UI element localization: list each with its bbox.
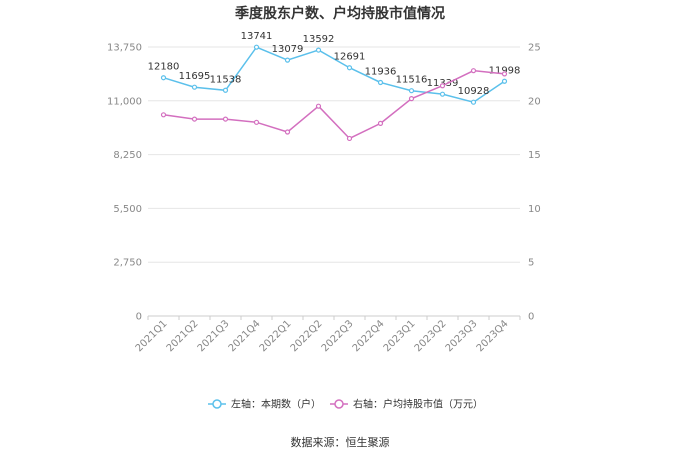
- chart-title: 季度股东户数、户均持股市值情况: [234, 5, 445, 22]
- data-point: [284, 57, 291, 63]
- data-point: [191, 116, 198, 122]
- data-point: [222, 116, 229, 122]
- right-tick-label: 5: [528, 258, 534, 269]
- data-point: [284, 129, 291, 135]
- x-tick-label: 2023Q3: [444, 318, 480, 354]
- data-point: [222, 87, 229, 93]
- data-label: 12691: [334, 52, 366, 63]
- right-tick-label: 25: [528, 43, 541, 54]
- x-tick-label: 2023Q4: [475, 318, 511, 354]
- data-label: 11516: [396, 75, 428, 86]
- data-point: [408, 96, 415, 102]
- right-tick-label: 0: [528, 312, 534, 323]
- x-tick-label: 2023Q2: [413, 318, 449, 354]
- data-point: [470, 68, 477, 74]
- legend-label: 右轴：户均持股市值（万元）: [353, 398, 483, 411]
- data-point: [470, 99, 477, 105]
- right-tick-label: 10: [528, 204, 541, 215]
- data-label: 11936: [365, 66, 397, 77]
- data-point: [315, 47, 322, 53]
- series-line: [163, 69, 505, 140]
- data-point: [346, 135, 353, 142]
- legend-marker: [212, 399, 222, 409]
- data-label: 10928: [458, 86, 490, 97]
- data-label: 11695: [179, 71, 211, 82]
- x-tick-label: 2023Q1: [382, 318, 418, 354]
- data-point: [377, 120, 384, 126]
- series-right: [160, 68, 508, 142]
- series-line: [163, 46, 505, 104]
- x-tick-label: 2021Q3: [196, 318, 232, 354]
- legend: 左轴：本期数（户） 右轴：户均持股市值（万元）: [208, 398, 483, 411]
- data-point: [160, 75, 167, 81]
- x-tick-label: 2022Q3: [320, 318, 356, 354]
- data-label: 11538: [210, 74, 242, 85]
- legend-label: 左轴：本期数（户）: [231, 398, 321, 411]
- source-text: 数据来源：恒生聚源: [291, 435, 390, 449]
- left-tick-label: 0: [136, 312, 142, 323]
- data-label: 13079: [272, 44, 304, 55]
- data-point: [501, 78, 508, 84]
- left-tick-label: 8,250: [113, 150, 142, 161]
- x-tick-label: 2022Q1: [258, 318, 294, 354]
- data-point: [315, 103, 322, 109]
- left-tick-label: 11,000: [107, 96, 142, 107]
- left-tick-label: 13,750: [107, 43, 142, 54]
- data-point: [501, 71, 508, 77]
- data-point: [253, 119, 260, 125]
- x-axis: 2021Q12021Q22021Q32021Q42022Q12022Q22022…: [134, 316, 521, 354]
- x-tick-label: 2022Q4: [351, 318, 387, 354]
- data-point: [253, 44, 260, 50]
- left-tick-label: 5,500: [113, 204, 142, 215]
- left-axis: 0 2,750 5,500 8,250 11,000 13,750: [107, 43, 142, 323]
- x-tick-label: 2021Q2: [165, 318, 201, 354]
- right-tick-label: 20: [528, 96, 541, 107]
- data-label: 12180: [148, 62, 180, 73]
- data-label: 11998: [489, 65, 521, 76]
- right-axis: 0 5 10 15 20 25: [528, 43, 541, 323]
- data-point: [439, 91, 446, 97]
- x-tick-label: 2021Q4: [227, 318, 263, 354]
- data-label: 13741: [241, 31, 273, 42]
- x-tick-label: 2022Q2: [289, 318, 325, 354]
- data-point: [377, 79, 384, 86]
- data-point: [346, 65, 353, 71]
- legend-marker: [334, 399, 344, 409]
- right-tick-label: 15: [528, 150, 541, 161]
- data-point: [408, 88, 415, 94]
- left-tick-label: 2,750: [113, 258, 142, 269]
- data-point: [439, 83, 446, 89]
- data-point: [160, 112, 167, 118]
- data-point: [191, 84, 198, 90]
- x-tick-label: 2021Q1: [134, 318, 170, 354]
- data-label: 13592: [303, 34, 335, 45]
